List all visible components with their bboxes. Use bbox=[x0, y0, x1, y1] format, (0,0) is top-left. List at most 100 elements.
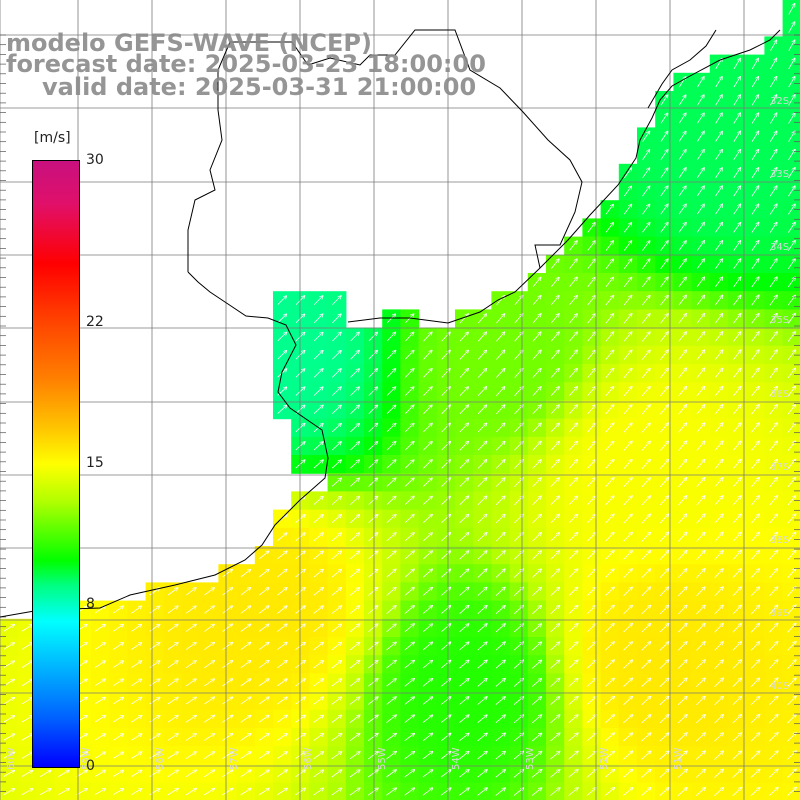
wind-speed-cell bbox=[618, 254, 638, 274]
wind-arrow bbox=[732, 514, 741, 524]
wind-speed-cell bbox=[200, 746, 219, 765]
wind-speed-cell bbox=[637, 764, 656, 784]
wind-speed-cell bbox=[618, 491, 638, 511]
wind-speed-cell bbox=[764, 72, 784, 92]
wind-arrow bbox=[240, 697, 251, 705]
wind-speed-cell bbox=[691, 254, 711, 274]
wind-arrow bbox=[568, 496, 577, 506]
wind-speed-cell bbox=[746, 600, 765, 620]
wind-arrow bbox=[788, 95, 795, 106]
wind-speed-cell bbox=[728, 127, 747, 147]
wind-speed-cell bbox=[345, 546, 365, 565]
wind-arrow bbox=[787, 587, 796, 597]
wind-arrow bbox=[441, 533, 451, 542]
wind-speed-cell bbox=[600, 637, 620, 656]
wind-speed-cell bbox=[254, 764, 274, 784]
wind-speed-cell bbox=[764, 564, 784, 583]
wind-speed-cell bbox=[436, 400, 456, 420]
wind-arrow bbox=[769, 569, 778, 579]
wind-arrow bbox=[21, 734, 32, 741]
wind-arrow bbox=[715, 95, 722, 106]
wind-speed-cell bbox=[309, 637, 329, 656]
wind-speed-cell bbox=[473, 728, 492, 747]
wind-speed-cell bbox=[273, 546, 292, 565]
wind-speed-cell bbox=[546, 291, 565, 310]
wind-speed-cell bbox=[655, 291, 674, 310]
wind-speed-cell bbox=[273, 582, 292, 602]
wind-arrow bbox=[240, 734, 251, 741]
wind-arrow bbox=[787, 660, 796, 669]
wind-speed-cell bbox=[637, 364, 656, 383]
wind-speed-cell bbox=[582, 546, 602, 565]
wind-speed-cell bbox=[455, 673, 474, 693]
wind-speed-cell bbox=[709, 109, 729, 128]
wind-arrow bbox=[623, 314, 632, 324]
wind-arrow bbox=[697, 132, 704, 142]
wind-speed-cell bbox=[709, 145, 729, 165]
wind-speed-cell bbox=[273, 400, 292, 420]
wind-speed-cell bbox=[582, 418, 602, 438]
wind-speed-cell bbox=[218, 691, 238, 711]
wind-arrow bbox=[587, 350, 596, 360]
wind-arrow bbox=[660, 113, 668, 124]
wind-arrow bbox=[459, 733, 468, 742]
wind-arrow bbox=[167, 734, 178, 741]
wind-speed-cell bbox=[436, 709, 456, 729]
wind-speed-cell bbox=[236, 746, 256, 765]
wind-arrow bbox=[659, 587, 668, 597]
wind-arrow bbox=[277, 405, 287, 414]
wind-speed-cell bbox=[291, 455, 310, 474]
wind-speed-cell bbox=[309, 618, 329, 638]
wind-arrow bbox=[222, 643, 233, 650]
wind-arrow bbox=[678, 259, 686, 269]
wind-arrow bbox=[605, 241, 613, 251]
wind-arrow bbox=[715, 223, 723, 233]
wind-arrow bbox=[131, 697, 142, 705]
wind-arrow bbox=[550, 715, 560, 724]
wind-arrow bbox=[3, 734, 14, 741]
wind-arrow bbox=[733, 131, 740, 142]
wind-speed-cell bbox=[364, 364, 383, 383]
wind-arrow bbox=[714, 532, 723, 542]
wind-speed-cell bbox=[291, 618, 310, 638]
wind-arrow bbox=[459, 314, 468, 324]
wind-arrow bbox=[313, 387, 323, 396]
wind-speed-cell bbox=[527, 400, 547, 420]
wind-speed-cell bbox=[709, 436, 729, 456]
wind-arrow bbox=[641, 733, 651, 742]
wind-arrow bbox=[313, 497, 323, 505]
wind-speed-cell bbox=[163, 582, 183, 602]
wind-speed-cell bbox=[600, 691, 620, 711]
wind-speed-cell bbox=[473, 382, 492, 401]
wind-speed-cell bbox=[582, 655, 602, 674]
wind-speed-cell bbox=[364, 728, 383, 747]
wind-arrow bbox=[641, 460, 650, 469]
wind-arrow bbox=[732, 624, 741, 633]
wind-arrow bbox=[623, 387, 632, 397]
wind-speed-cell bbox=[600, 546, 620, 565]
wind-arrow bbox=[787, 368, 795, 379]
wind-arrow bbox=[787, 514, 796, 524]
wind-arrow bbox=[641, 496, 650, 506]
wind-speed-cell bbox=[473, 691, 492, 711]
wind-speed-cell bbox=[546, 564, 565, 583]
wind-speed-cell bbox=[728, 400, 747, 420]
wind-arrow bbox=[368, 715, 378, 723]
wind-speed-cell bbox=[163, 709, 183, 729]
wind-speed-cell bbox=[546, 364, 565, 383]
wind-speed-cell bbox=[327, 527, 347, 547]
latitude-label: 33S bbox=[770, 169, 789, 180]
wind-arrow bbox=[714, 624, 723, 633]
wind-speed-cell bbox=[691, 436, 711, 456]
wind-arrow bbox=[422, 697, 432, 705]
wind-speed-cell bbox=[109, 728, 128, 747]
wind-speed-cell bbox=[236, 637, 256, 656]
wind-speed-cell bbox=[673, 655, 693, 674]
wind-speed-cell bbox=[746, 436, 765, 456]
wind-arrow bbox=[750, 697, 760, 706]
wind-speed-cell bbox=[691, 600, 711, 620]
wind-arrow bbox=[404, 642, 414, 651]
wind-speed-cell bbox=[728, 145, 747, 165]
wind-speed-cell bbox=[455, 382, 474, 401]
wind-speed-cell bbox=[546, 254, 565, 274]
